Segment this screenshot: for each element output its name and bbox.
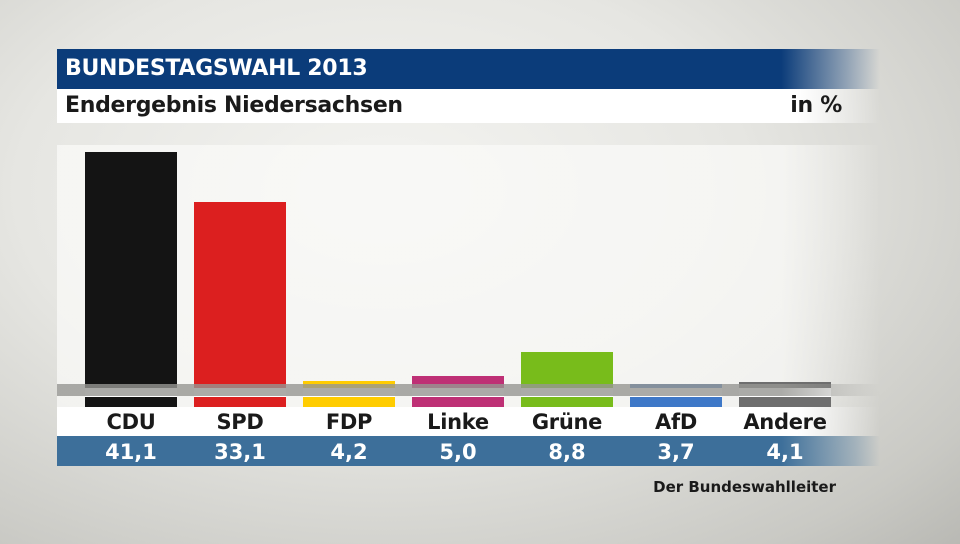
value-label-linke: 5,0: [439, 440, 477, 464]
value-label-afd: 3,7: [657, 440, 695, 464]
category-label-cdu: CDU: [106, 410, 156, 434]
bar-spd: [194, 202, 286, 407]
plot-area: [57, 145, 880, 407]
value-label-cdu: 41,1: [105, 440, 157, 464]
category-label-strip: [57, 407, 880, 436]
bar-cdu: [85, 152, 177, 407]
value-label-andere: 4,1: [766, 440, 804, 464]
chart-title: BUNDESTAGSWAHL 2013: [57, 49, 880, 89]
source-label: Der Bundeswahlleiter: [653, 478, 836, 496]
chart-subtitle-text: Endergebnis Niedersachsen: [65, 93, 403, 118]
unit-label: in %: [790, 93, 842, 118]
value-label-gr-ne: 8,8: [548, 440, 586, 464]
value-label-spd: 33,1: [214, 440, 266, 464]
category-label-linke: Linke: [427, 410, 489, 434]
category-label-gr-ne: Grüne: [531, 410, 603, 434]
value-label-strip: [57, 436, 880, 466]
chart-title-text: BUNDESTAGSWAHL 2013: [65, 56, 368, 81]
baseline: [57, 384, 880, 396]
category-label-andere: Andere: [743, 410, 827, 434]
category-label-fdp: FDP: [325, 410, 373, 434]
category-label-afd: AfD: [655, 410, 697, 434]
value-label-fdp: 4,2: [330, 440, 368, 464]
chart-subtitle: Endergebnis Niedersachsen in %: [57, 89, 880, 123]
bar-gr-ne: [521, 352, 613, 407]
category-label-spd: SPD: [216, 410, 264, 434]
